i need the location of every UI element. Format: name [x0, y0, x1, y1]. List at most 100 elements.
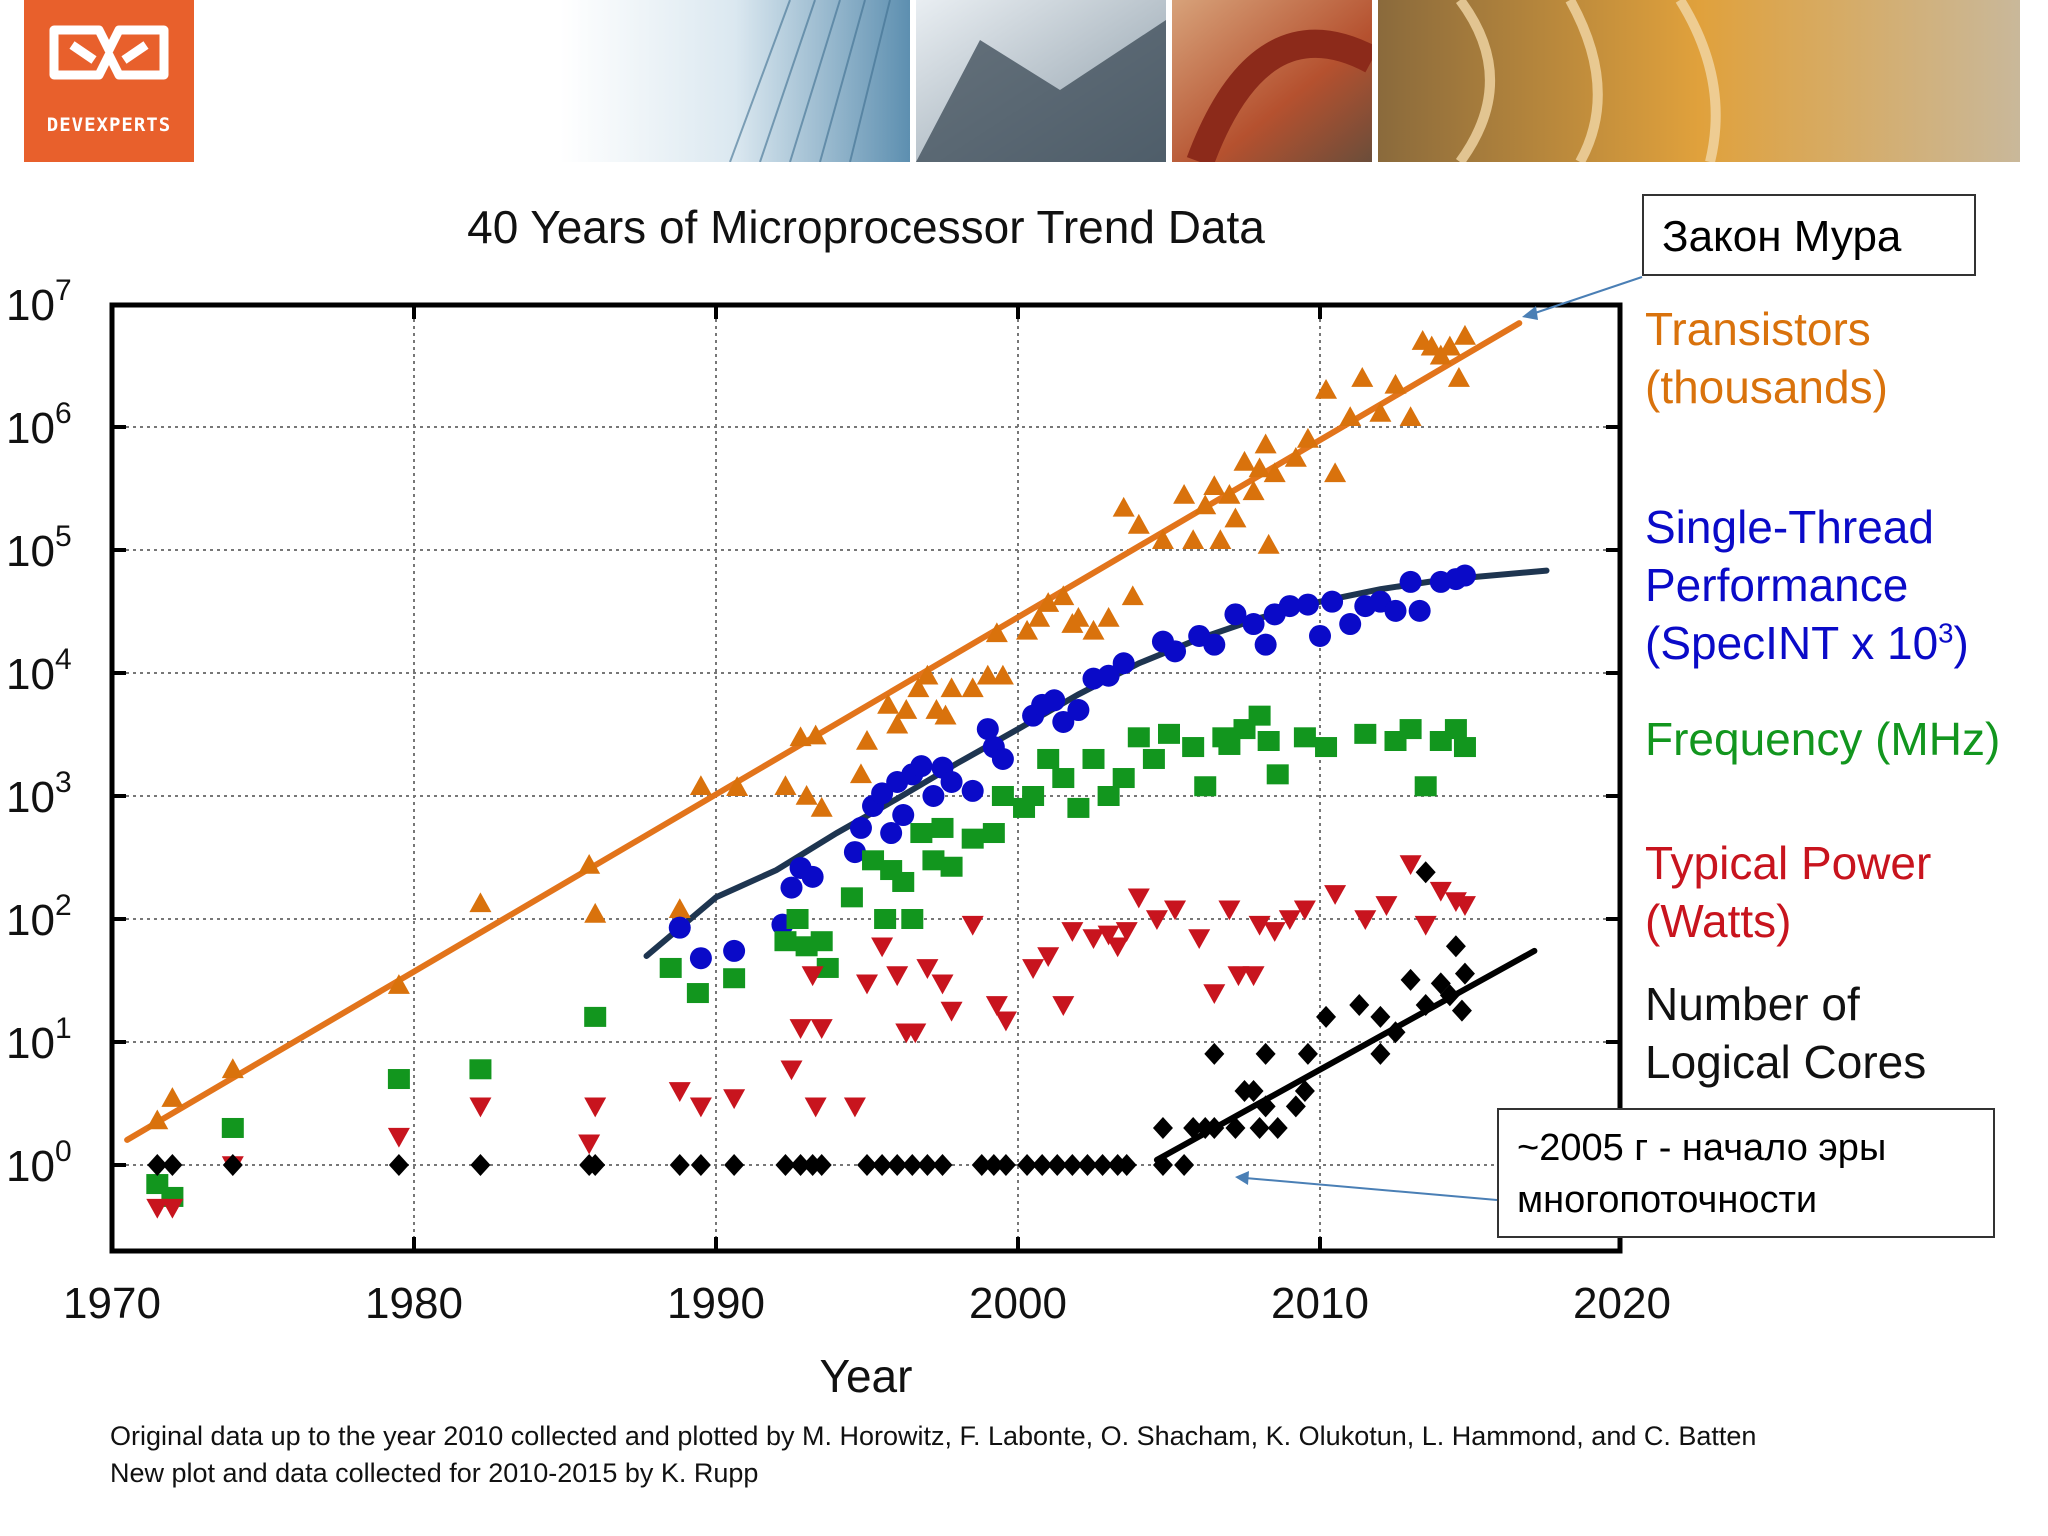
point-perf: [976, 718, 999, 741]
point-cores: [1152, 1154, 1173, 1176]
point-freq: [1354, 723, 1377, 744]
point-perf: [780, 876, 803, 899]
point-transistors: [584, 902, 607, 923]
point-power: [801, 966, 824, 987]
point-cores: [162, 1154, 183, 1176]
point-cores: [811, 1154, 832, 1176]
devexperts-logo[interactable]: DEVEXPERTS: [24, 0, 194, 162]
point-freq: [1158, 723, 1180, 744]
point-perf: [871, 782, 894, 805]
point-cores: [1047, 1154, 1068, 1176]
point-cores: [388, 1154, 409, 1176]
point-cores: [585, 1154, 606, 1176]
point-perf: [1339, 613, 1362, 636]
point-power: [1248, 915, 1271, 936]
point-power: [1429, 881, 1452, 902]
point-transistors: [1438, 335, 1461, 356]
point-transistors: [774, 775, 797, 796]
point-cores: [1174, 1154, 1195, 1176]
point-transistors: [1052, 585, 1075, 606]
point-perf: [1408, 599, 1431, 622]
point-power: [886, 966, 909, 987]
point-cores: [932, 1154, 953, 1176]
y-tick-label: 105: [6, 520, 72, 576]
point-power: [668, 1082, 691, 1102]
point-power: [904, 1023, 927, 1044]
point-transistors: [1016, 619, 1039, 640]
point-power: [856, 974, 878, 995]
point-power: [916, 959, 939, 979]
point-transistors: [1351, 367, 1374, 387]
legend-line: Number of: [1645, 978, 1860, 1030]
point-cores: [1439, 984, 1460, 1007]
legend-line: (thousands): [1645, 361, 1888, 413]
point-cores: [902, 1154, 923, 1176]
moore-callout-arrowhead: [1522, 306, 1538, 320]
point-transistors: [1339, 406, 1362, 427]
plot-frame: [109, 302, 1623, 1254]
point-transistors: [1182, 529, 1205, 550]
point-perf: [1254, 633, 1277, 656]
point-freq: [584, 1006, 607, 1027]
point-cores: [690, 1154, 711, 1176]
x-axis-label: Year: [820, 1350, 913, 1402]
legend-power: Typical Power (Watts): [1645, 834, 1931, 950]
point-power: [961, 915, 984, 936]
point-perf: [1043, 689, 1066, 712]
legend-line: (Watts): [1645, 895, 1792, 947]
point-freq: [1315, 737, 1338, 758]
point-transistors: [895, 699, 918, 719]
point-cores: [790, 1154, 811, 1176]
point-freq: [892, 871, 915, 892]
point-cores: [1316, 1005, 1337, 1028]
point-power: [940, 1001, 963, 1022]
point-freq: [221, 1117, 244, 1138]
point-freq: [1097, 786, 1120, 806]
x-tick-label: 2000: [969, 1279, 1067, 1328]
y-tick-label: 106: [6, 397, 72, 453]
point-power: [1106, 937, 1129, 958]
point-transistors: [1420, 335, 1443, 356]
point-cores: [1349, 993, 1370, 1016]
point-power: [1453, 896, 1476, 916]
point-transistors: [1067, 606, 1090, 627]
credits-line-2: New plot and data collected for 2010-201…: [110, 1458, 759, 1488]
point-cores: [1152, 1116, 1173, 1139]
point-transistors: [916, 664, 939, 685]
x-tick-label: 2010: [1271, 1279, 1369, 1328]
legend-line: Frequency (MHz): [1645, 713, 2001, 765]
point-transistors: [1263, 462, 1286, 483]
point-power: [1293, 900, 1316, 921]
point-power: [1145, 910, 1168, 930]
point-perf: [940, 770, 963, 793]
point-perf: [922, 785, 945, 807]
point-power: [1324, 885, 1347, 905]
point-freq: [1266, 764, 1289, 785]
point-power: [1263, 922, 1286, 942]
point-transistors: [469, 892, 492, 913]
point-freq: [910, 823, 933, 844]
point-cores: [1370, 1005, 1391, 1028]
credits: Original data up to the year 2010 collec…: [110, 1418, 1756, 1492]
point-cores: [724, 1154, 745, 1176]
point-transistors: [1399, 406, 1422, 427]
legend-line: Typical Power: [1645, 837, 1932, 889]
point-transistors: [1384, 373, 1407, 394]
point-cores: [775, 1154, 796, 1176]
point-transistors: [726, 776, 749, 796]
point-freq: [1127, 727, 1150, 748]
legend-perf: Single-Thread Performance (SpecINT x 103): [1645, 498, 1969, 672]
point-perf: [801, 865, 824, 888]
point-power: [1061, 922, 1084, 942]
point-perf: [1242, 613, 1265, 636]
point-transistors: [1315, 378, 1338, 399]
point-cores: [1415, 993, 1436, 1016]
point-power: [1115, 922, 1138, 942]
legend-line: Single-Thread: [1645, 501, 1934, 553]
y-tick-label: 103: [6, 766, 72, 822]
logo-text: DEVEXPERTS: [46, 114, 172, 136]
point-power: [723, 1089, 746, 1110]
legend-transistors: Transistors (thousands): [1645, 300, 1888, 416]
point-transistors: [804, 724, 827, 745]
point-transistors: [1203, 475, 1226, 496]
